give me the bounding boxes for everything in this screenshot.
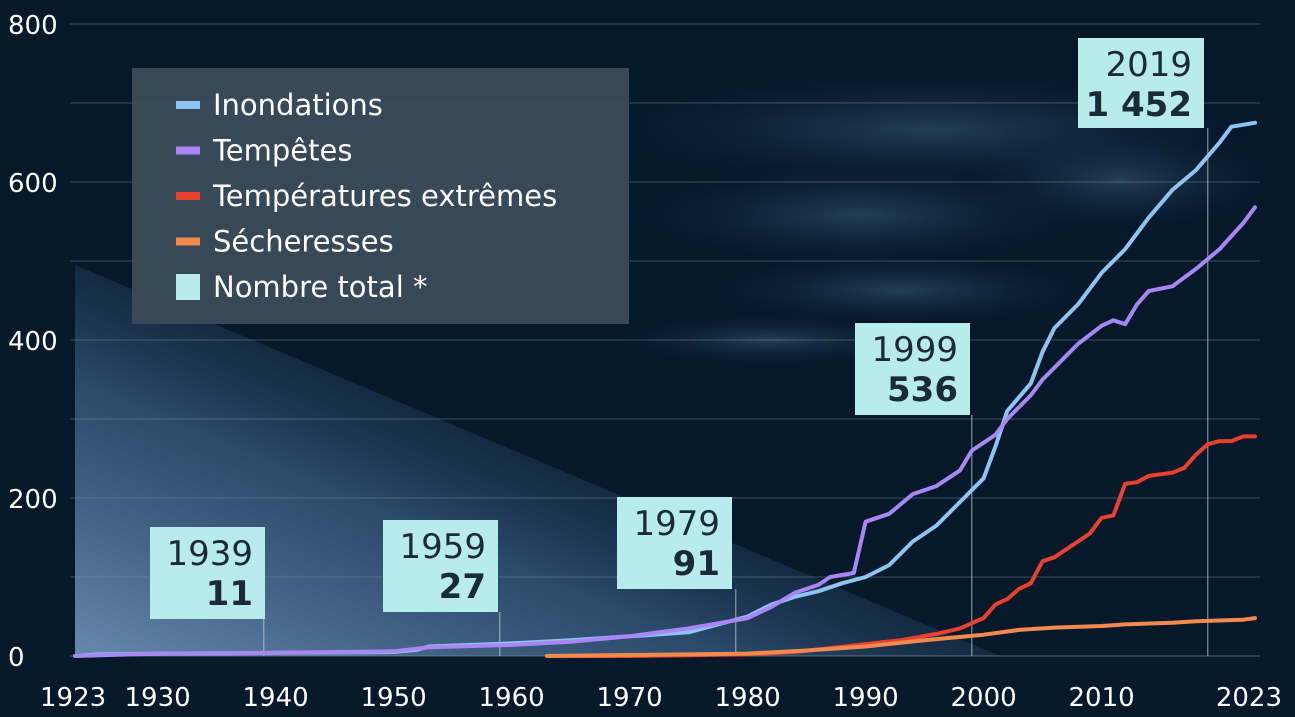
annotation-leaders [263, 128, 1209, 656]
y-tick-label: 200 [8, 485, 58, 515]
x-tick-label: 1940 [243, 683, 309, 713]
annotation-box [855, 323, 970, 415]
annotation-total: 91 [673, 544, 720, 584]
y-tick-label: 600 [8, 169, 58, 199]
x-tick-label: 1960 [479, 683, 545, 713]
background-glow [75, 265, 1000, 656]
annotation-total: 11 [206, 574, 253, 614]
annotation-box [150, 527, 265, 619]
annotation-box [617, 497, 732, 589]
annotation-year: 1979 [633, 504, 720, 544]
legend-swatch [176, 192, 200, 200]
annotation-year: 1999 [871, 330, 958, 370]
annotation-year: 1939 [166, 534, 253, 574]
axes: 0 200 400 600 800 1923 1930 1940 1950 1960 1970 198… [8, 11, 1282, 713]
series-line [545, 616, 1257, 658]
annotation-total: 1 452 [1086, 85, 1192, 125]
legend-swatch [176, 146, 200, 155]
series-line [73, 205, 1257, 658]
x-tick-label: 1990 [833, 683, 899, 713]
legend-box [132, 68, 629, 324]
legend-swatch [176, 274, 200, 300]
y-tick-label: 400 [8, 327, 58, 357]
x-tick-label: 1923 [40, 683, 106, 713]
legend-label: Températures extrêmes [212, 179, 557, 213]
annotation-year: 2019 [1105, 45, 1192, 85]
y-tick-label: 0 [8, 643, 25, 673]
y-tick-label: 800 [8, 11, 58, 41]
x-tick-label: 2023 [1216, 683, 1282, 713]
legend-label: Tempêtes [212, 134, 352, 168]
annotation-box [383, 520, 498, 612]
x-tick-label: 1950 [361, 683, 427, 713]
legend-label: Inondations [213, 88, 383, 122]
legend: Inondations Tempêtes Températures extrêmes… [132, 68, 629, 324]
x-tick-label: 2000 [951, 683, 1017, 713]
x-tick-label: 2010 [1069, 683, 1135, 713]
legend-swatch [176, 237, 200, 246]
x-tick-label: 1980 [715, 683, 781, 713]
annotation-total: 27 [439, 567, 486, 607]
series-lines [73, 120, 1257, 658]
legend-swatch [176, 101, 200, 109]
annotation-year: 1959 [399, 527, 486, 567]
legend-label: Nombre total * [213, 270, 427, 304]
legend-label: Sécheresses [213, 225, 394, 259]
annotation-box [1078, 38, 1204, 128]
annotation-total: 536 [887, 370, 958, 410]
x-tick-label: 1930 [125, 683, 191, 713]
x-tick-label: 1970 [597, 683, 663, 713]
